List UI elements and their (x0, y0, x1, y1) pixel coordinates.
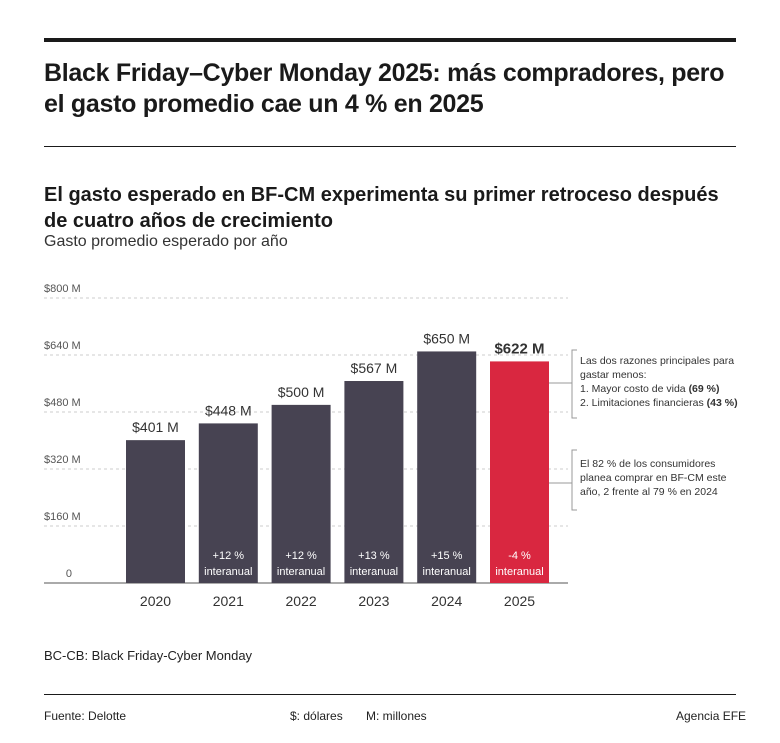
unit-note: M: millones (366, 709, 427, 723)
change-label: +13 % (358, 550, 390, 562)
value-label: $650 M (423, 330, 470, 346)
x-tick-label: 2022 (286, 593, 317, 609)
footer-divider (44, 694, 736, 695)
annotation-reasons: Las dos razones principales para gastar … (580, 354, 750, 410)
y-tick-label: $800 M (44, 283, 81, 295)
annotation-bracket (549, 449, 577, 511)
change-suffix: interanual (350, 566, 398, 578)
agency-credit: Agencia EFE (676, 709, 747, 723)
source: Fuente: Delotte (44, 709, 127, 723)
y-tick-label: $480 M (44, 397, 81, 409)
currency-note: $: dólares (290, 709, 343, 723)
chart-subtitle: El gasto esperado en BF-CM experimenta s… (44, 184, 719, 232)
annotation-value: (69 %) (688, 383, 720, 395)
annotation-line: gastar menos: (580, 369, 647, 381)
bar-2025 (490, 361, 549, 583)
annotation-value: (43 %) (706, 397, 738, 409)
value-label: $567 M (351, 360, 398, 376)
change-label: -4 % (508, 550, 531, 562)
value-label: $500 M (278, 384, 325, 400)
annotation-line: 1. Mayor costo de vida (580, 383, 689, 395)
y-tick-label: $320 M (44, 454, 81, 466)
bar-2024 (417, 351, 477, 583)
y-axis-label: Gasto promedio esperado por año (44, 233, 288, 250)
annotation-line: Las dos razones principales para (580, 355, 735, 367)
annotation-line: 2. Limitaciones financieras (580, 397, 707, 409)
page-title: Black Friday–Cyber Monday 2025: más comp… (44, 59, 725, 118)
annotation-consumers: El 82 % de los consumidores planea compr… (580, 458, 727, 498)
bar-2020 (126, 440, 185, 583)
x-tick-label: 2025 (504, 593, 535, 609)
bar-2021 (198, 423, 258, 583)
change-suffix: interanual (277, 566, 325, 578)
abbreviation-note: BC-CB: Black Friday-Cyber Monday (44, 648, 253, 663)
value-label: $401 M (132, 419, 179, 435)
y-tick-label: $640 M (44, 340, 81, 352)
change-label: +12 % (213, 550, 245, 562)
change-label: +12 % (285, 550, 317, 562)
bar-2022 (271, 404, 331, 583)
title-divider (44, 146, 736, 147)
change-suffix: interanual (495, 566, 543, 578)
change-suffix: interanual (204, 566, 252, 578)
value-label: $622 M (494, 340, 544, 357)
change-suffix: interanual (423, 566, 471, 578)
bar-2023 (344, 381, 404, 583)
x-tick-label: 2021 (213, 593, 244, 609)
y-tick-label: $160 M (44, 511, 81, 523)
x-tick-label: 2020 (140, 593, 171, 609)
top-rule (44, 38, 736, 42)
x-tick-label: 2024 (431, 593, 462, 609)
value-label: $448 M (205, 402, 252, 418)
y-tick-label: 0 (66, 568, 72, 580)
annotation-bracket (549, 349, 577, 419)
x-tick-label: 2023 (358, 593, 389, 609)
change-label: +15 % (431, 550, 463, 562)
